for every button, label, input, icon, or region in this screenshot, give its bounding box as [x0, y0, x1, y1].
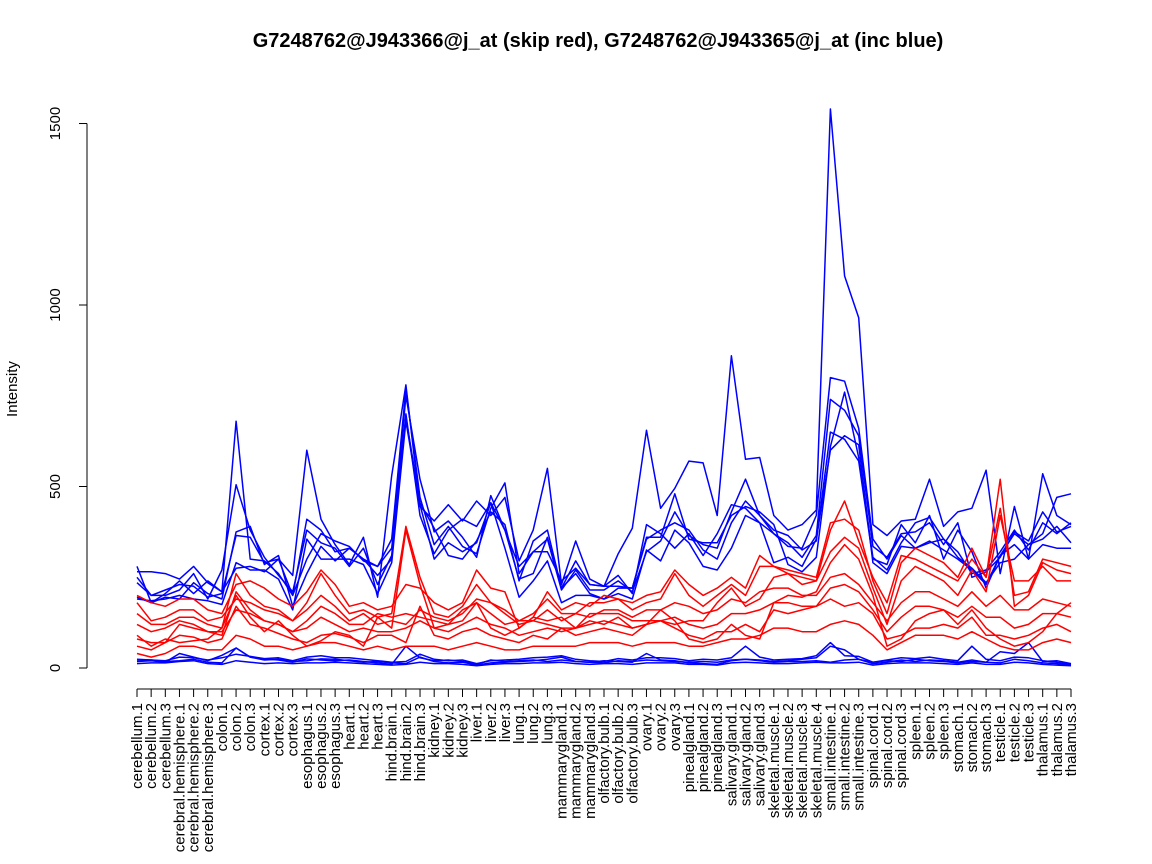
x-tick-label: ovary.2	[653, 703, 670, 751]
x-tick-label: kidney.3	[454, 703, 471, 758]
x-tick-label: spleen.2	[921, 703, 938, 760]
x-tick-label: ovary.1	[638, 703, 655, 751]
y-axis: 0 500 1000 1500	[47, 107, 88, 672]
x-tick-label: esophagus.3	[327, 703, 344, 789]
x-tick-label: olfactory.bulb.1	[596, 703, 613, 804]
x-tick-label: spleen.1	[907, 703, 924, 760]
x-tick-label: salivary.gland.2	[738, 703, 755, 806]
x-tick-label: esophagus.2	[313, 703, 330, 789]
y-tick-label: 1000	[47, 288, 64, 321]
x-tick-label: liver.1	[469, 703, 486, 742]
x-tick-label: hind.brain.2	[398, 703, 415, 781]
x-tick-label: heart.3	[370, 703, 387, 750]
x-tick-label: ovary.3	[667, 703, 684, 751]
x-tick-label: hind.brain.3	[412, 703, 429, 781]
x-tick-label: liver.3	[497, 703, 514, 742]
x-tick-label: mammarygland.2	[568, 703, 585, 819]
x-tick-label: cerebellum.2	[143, 703, 160, 789]
x-tick-label: thalamus.3	[1063, 703, 1080, 776]
series-line-6	[136, 398, 1072, 600]
x-tick-label: skeletal.muscle.1	[766, 703, 783, 818]
y-axis-title: Intensity	[4, 361, 21, 417]
x-tick-label: skeletal.muscle.2	[780, 703, 797, 818]
series-line-2	[136, 395, 1072, 600]
x-tick-label: colon.3	[242, 703, 259, 751]
x-tick-label: olfactory.bulb.2	[610, 703, 627, 804]
x-tick-label: small.intestine.3	[851, 703, 868, 811]
x-tick-label: colon.1	[214, 703, 231, 751]
x-tick-label: heart.2	[355, 703, 372, 750]
x-tick-label: small.intestine.1	[822, 703, 839, 811]
series-line-12	[136, 598, 1072, 644]
x-tick-label: cerebral.hemisphere.2	[186, 703, 203, 852]
x-tick-label: salivary.gland.3	[752, 703, 769, 806]
x-tick-label: cerebellum.1	[129, 703, 146, 789]
x-tick-label: olfactory.bulb.3	[624, 703, 641, 804]
x-tick-label: cerebral.hemisphere.1	[171, 703, 188, 852]
x-tick-label: small.intestine.2	[837, 703, 854, 811]
y-tick-label: 1500	[47, 107, 64, 140]
x-tick-label: mammarygland.3	[582, 703, 599, 819]
x-tick-label: stomach.3	[978, 703, 995, 772]
x-tick-label: cortex.1	[256, 703, 273, 756]
y-tick-label: 0	[47, 664, 64, 672]
series-line-17	[136, 583, 1072, 637]
x-tick-label: cerebellum.3	[157, 703, 174, 789]
x-tick-label: testicle.1	[992, 703, 1009, 762]
x-tick-label: heart.1	[341, 703, 358, 750]
x-tick-label: spleen.3	[936, 703, 953, 760]
x-tick-label: thalamus.2	[1049, 703, 1066, 776]
x-tick-label: spinal.cord.3	[893, 703, 910, 788]
series-line-5	[137, 108, 1072, 598]
x-tick-label: spinal.cord.2	[879, 703, 896, 788]
series-line-4	[136, 420, 1071, 611]
x-tick-label: stomach.2	[964, 703, 981, 772]
x-tick-label: skeletal.muscle.3	[794, 703, 811, 818]
x-tick-label: pinealgland.1	[681, 703, 698, 792]
series-line-3	[136, 391, 1072, 604]
x-tick-label: liver.2	[483, 703, 500, 742]
x-tick-label: thalamus.1	[1035, 703, 1052, 776]
x-tick-label: lung.2	[525, 703, 542, 744]
x-tick-label: pinealgland.2	[695, 703, 712, 792]
x-tick-label: spinal.cord.1	[865, 703, 882, 788]
x-tick-label: lung.3	[539, 703, 556, 744]
x-tick-label: lung.1	[511, 703, 528, 744]
x-tick-label: mammarygland.1	[554, 703, 571, 819]
series-line-16	[136, 620, 1072, 658]
x-tick-label: cortex.2	[271, 703, 288, 756]
y-tick-label: 500	[47, 474, 64, 499]
x-tick-label: salivary.gland.1	[723, 703, 740, 806]
x-tick-label: colon.2	[228, 703, 245, 751]
x-tick-label: cerebral.hemisphere.3	[200, 703, 217, 852]
series-line-13	[136, 514, 1071, 629]
series-layer	[136, 108, 1072, 667]
x-tick-label: stomach.1	[950, 703, 967, 772]
series-line-18	[136, 507, 1072, 629]
series-line-9	[136, 659, 1072, 667]
x-axis: cerebellum.1cerebellum.2cerebellum.3cere…	[129, 688, 1080, 852]
x-tick-label: testicle.2	[1006, 703, 1023, 762]
x-tick-label: skeletal.muscle.4	[808, 703, 825, 818]
x-tick-label: hind.brain.1	[384, 703, 401, 781]
x-tick-label: kidney.1	[426, 703, 443, 758]
series-line-11	[136, 529, 1072, 647]
x-tick-label: testicle.3	[1021, 703, 1038, 762]
x-tick-label: kidney.2	[440, 703, 457, 758]
x-tick-label: esophagus.1	[299, 703, 316, 789]
x-tick-label: pinealgland.3	[709, 703, 726, 792]
x-tick-label: cortex.3	[285, 703, 302, 756]
series-line-10	[136, 641, 1072, 666]
chart-title: G7248762@J943366@j_at (skip red), G72487…	[252, 30, 944, 52]
